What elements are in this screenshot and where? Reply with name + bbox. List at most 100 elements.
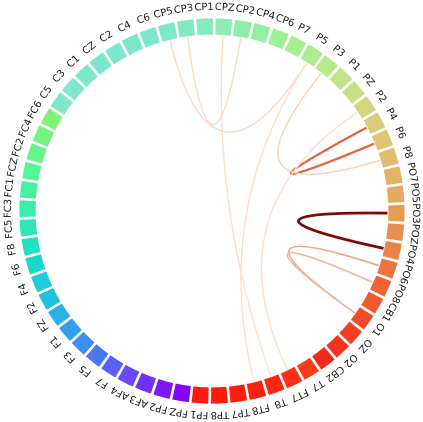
segment-fz <box>46 302 72 328</box>
segment-oz <box>338 320 364 346</box>
segment-c6 <box>138 25 161 49</box>
chord-ring <box>18 17 406 405</box>
link-p5-ft8 <box>240 62 308 382</box>
segment-cb1 <box>360 290 385 315</box>
segment-fc1 <box>19 179 39 200</box>
label-c3: C3 <box>51 68 68 85</box>
label-fp1: FP1 <box>190 408 209 420</box>
segment-t8 <box>263 373 286 397</box>
segment-po3 <box>387 204 406 223</box>
segment-f8 <box>20 235 42 257</box>
label-fc4: FC4 <box>17 118 35 140</box>
segment-cp4 <box>249 22 272 44</box>
label-p8: P8 <box>400 145 414 160</box>
label-f2: F2 <box>25 300 40 316</box>
label-cp5: CP5 <box>153 6 174 21</box>
chord-links <box>169 35 389 382</box>
segment-tp8 <box>210 385 229 405</box>
segment-c3 <box>60 76 86 102</box>
label-o2: O2 <box>341 351 359 369</box>
label-cp2: CP2 <box>235 3 256 17</box>
label-c6: C6 <box>135 12 151 27</box>
label-fc3: FC3 <box>3 199 14 218</box>
segment-po8 <box>368 274 393 298</box>
label-tp8: TP8 <box>210 408 230 420</box>
label-p2: P2 <box>372 89 388 105</box>
label-fc1: FC1 <box>3 178 16 198</box>
segment-af3 <box>134 371 157 395</box>
label-p1: P1 <box>346 57 363 74</box>
label-cp1: CP1 <box>194 2 214 14</box>
segment-cp6 <box>267 27 290 51</box>
segment-c1 <box>73 63 99 89</box>
segment-f3 <box>70 330 96 356</box>
label-cp6: CP6 <box>274 12 296 29</box>
link-p2-ft7 <box>260 112 358 370</box>
label-cp3: CP3 <box>173 3 194 17</box>
label-fpz: FPZ <box>169 405 189 419</box>
segment-fp1 <box>190 385 210 405</box>
segment-cp2 <box>232 18 253 40</box>
label-t7: T7 <box>309 377 326 393</box>
segment-c2 <box>103 41 129 66</box>
segment-f2 <box>37 286 62 311</box>
segment-fpz <box>171 382 192 404</box>
link-cpz-t8 <box>220 35 272 377</box>
segment-cp3 <box>175 18 196 39</box>
segment-p4 <box>362 111 387 136</box>
segment-p2 <box>352 94 378 120</box>
link-p8-p3 <box>277 73 381 175</box>
label-f5: F5 <box>77 362 93 378</box>
segment-fc3 <box>18 199 37 218</box>
label-cz: CZ <box>81 40 99 57</box>
segment-po5 <box>385 184 406 204</box>
label-af3: AF3 <box>128 392 150 409</box>
segment-c4 <box>120 32 145 57</box>
segment-fcz <box>21 160 43 182</box>
segment-fc6 <box>39 107 64 132</box>
label-p4: P4 <box>383 106 399 122</box>
segment-poz <box>385 222 405 243</box>
label-pz: PZ <box>360 72 377 89</box>
segment-p8 <box>377 146 400 169</box>
label-poz: POZ <box>408 223 421 245</box>
segment-ft8 <box>245 379 268 401</box>
label-cb1: CB1 <box>379 300 399 323</box>
label-po3: PO3 <box>410 203 421 223</box>
label-po7: PO7 <box>404 161 419 183</box>
label-cpz: CPZ <box>214 2 235 14</box>
label-tp7: TP7 <box>230 406 251 420</box>
label-p6: P6 <box>392 125 407 141</box>
segment-f1 <box>57 317 83 343</box>
label-f4: F4 <box>17 281 32 296</box>
segment-af4 <box>116 363 141 388</box>
label-af4: AF4 <box>109 383 131 401</box>
label-fc2: FC2 <box>10 137 26 159</box>
segment-p5 <box>299 43 324 68</box>
label-ft7: FT7 <box>289 386 310 404</box>
label-f6: F6 <box>10 262 24 277</box>
segment-o2 <box>325 333 351 359</box>
segment-p7 <box>283 34 308 59</box>
label-fcz: FCZ <box>6 157 21 179</box>
link-p4-p6 <box>289 126 375 176</box>
label-p7: P7 <box>296 22 312 37</box>
segment-tp7 <box>228 383 249 404</box>
segment-po6 <box>376 257 399 280</box>
link-cp3-cp2 <box>186 37 242 126</box>
segment-po7 <box>382 165 404 187</box>
segment-o1 <box>349 306 375 331</box>
segment-p6 <box>370 128 394 152</box>
link-po8-o1 <box>286 252 373 314</box>
segment-po4 <box>381 240 403 262</box>
label-c5: C5 <box>38 84 55 101</box>
segment-f4 <box>30 270 54 294</box>
segment-fp2 <box>152 378 175 400</box>
label-oz: OZ <box>356 336 374 354</box>
segment-f7 <box>100 354 125 379</box>
label-po5: PO5 <box>408 182 421 203</box>
segment-p3 <box>314 53 340 79</box>
segment-c5 <box>49 91 75 116</box>
segment-cpz <box>214 17 234 37</box>
